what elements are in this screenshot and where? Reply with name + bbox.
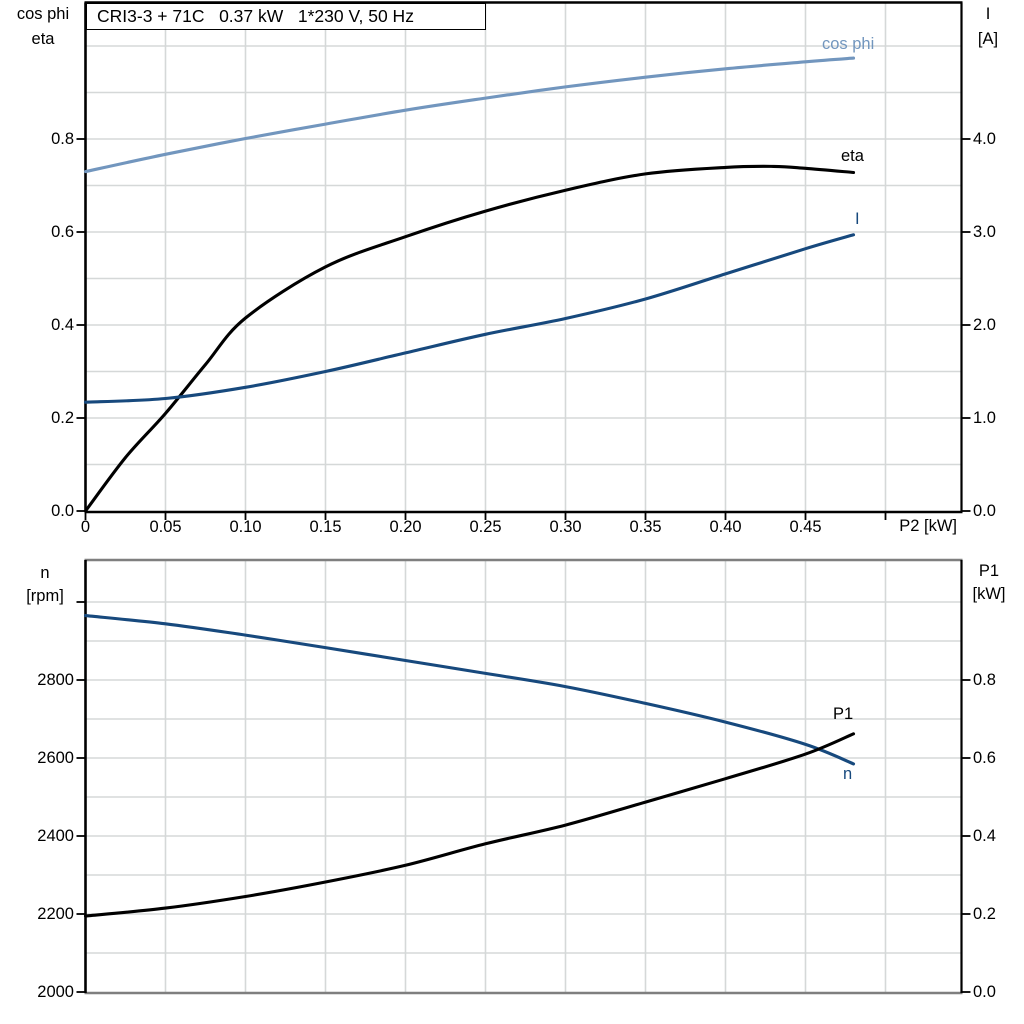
bottom-right-axis-title: P1 [kW] — [949, 560, 1024, 606]
axis-title-cos-phi: cos phi — [16, 5, 70, 23]
axis-title-speed: n — [40, 564, 50, 582]
axis-title-speed-unit: [rpm] — [26, 587, 64, 605]
axis-title-p1-unit: [kW] — [972, 585, 1006, 603]
axis-title-eta: eta — [31, 30, 55, 48]
bottom-left-axis-title: n [rpm] — [3, 562, 87, 608]
curve-P1 — [83, 732, 856, 918]
top-right-axis-title: I [A] — [948, 2, 1024, 52]
axis-title-p1: P1 — [978, 562, 1000, 580]
chart-title-box: CRI3-3 + 71C 0.37 kW 1*230 V, 50 Hz — [86, 3, 486, 30]
curve-n — [83, 614, 856, 766]
curve-eta — [83, 164, 856, 513]
axis-title-current-unit: [A] — [977, 30, 999, 48]
curve-cos-phi — [83, 56, 856, 174]
top-left-axis-title: cos phi eta — [1, 2, 85, 52]
axis-title-current: I — [985, 5, 991, 23]
curve-I — [83, 233, 856, 404]
x-axis-title: P2 [kW] — [899, 517, 957, 535]
